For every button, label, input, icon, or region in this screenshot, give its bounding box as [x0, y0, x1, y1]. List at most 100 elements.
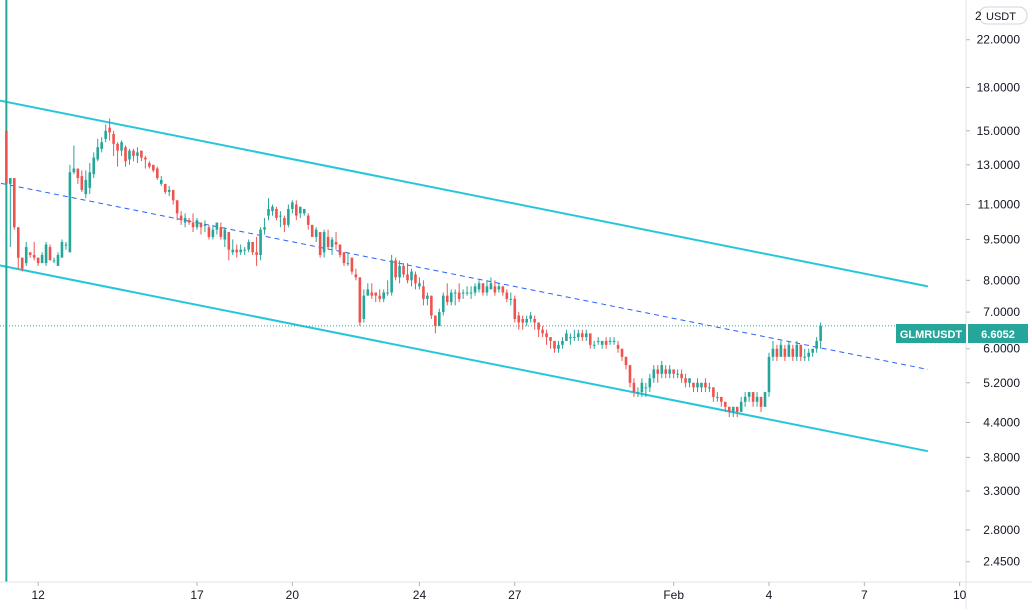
currency-badge-box[interactable]	[978, 6, 1028, 25]
candle-down	[493, 286, 497, 293]
symbol-label-box	[896, 324, 966, 343]
candle-down	[116, 143, 119, 151]
candle-down	[207, 227, 211, 237]
candle-up	[755, 396, 759, 402]
candle-down	[112, 134, 115, 144]
candle-up	[159, 179, 163, 184]
candle-down	[175, 200, 179, 214]
candle-up	[636, 392, 640, 394]
candle-down	[553, 340, 556, 349]
last-price-label: 6.6052	[981, 329, 1015, 341]
candle-down	[179, 215, 183, 221]
y-tick-label: 2.8000	[983, 523, 1020, 537]
candle-up	[382, 292, 385, 299]
candle-up	[259, 229, 262, 255]
y-tick-label: 11.0000	[978, 198, 1021, 212]
candle-down	[132, 150, 135, 156]
candle-down	[672, 369, 675, 374]
candle-down	[628, 365, 632, 383]
candle-down	[720, 396, 723, 402]
candle-down	[513, 298, 517, 319]
candle-down	[735, 406, 739, 412]
candle-down	[616, 344, 620, 349]
candle-down	[306, 215, 310, 225]
candle-up	[469, 292, 473, 294]
candle-down	[370, 292, 374, 296]
candle-down	[604, 340, 608, 345]
candle-down	[549, 337, 552, 341]
y-tick-label: 5.2000	[983, 376, 1020, 390]
candle-up	[592, 344, 596, 346]
candle-down	[235, 249, 239, 253]
candle-up	[700, 382, 703, 388]
candle-down	[227, 232, 231, 250]
candle-up	[565, 333, 568, 341]
candle-down	[545, 333, 548, 338]
x-tick-label: 12	[31, 588, 45, 602]
candle-up	[366, 289, 370, 296]
y-tick-label: 7.0000	[983, 305, 1020, 319]
candles	[5, 0, 822, 582]
candle-down	[48, 247, 52, 261]
candle-down	[342, 252, 346, 264]
candle-up	[52, 260, 56, 262]
candle-up	[747, 392, 751, 397]
last-price-box	[968, 324, 1028, 343]
candle-up	[167, 189, 171, 192]
candle-up	[668, 369, 671, 374]
candle-down	[310, 224, 314, 237]
candle-down	[140, 150, 143, 158]
candle-up	[465, 292, 469, 294]
x-tick-label: 7	[861, 588, 868, 602]
candle-down	[537, 322, 540, 330]
symbol-label: GLMRUSDT	[900, 329, 963, 341]
candle-up	[767, 356, 771, 393]
candle-down	[378, 295, 382, 299]
candle-up	[56, 254, 60, 266]
candle-down	[295, 204, 298, 216]
candle-down	[799, 344, 803, 357]
candle-up	[68, 172, 72, 253]
candle-up	[787, 344, 791, 357]
badges: USDT 2 GLMRUSDT 6.6052	[896, 6, 1028, 343]
candle-down	[481, 283, 485, 293]
candle-up	[24, 247, 28, 264]
candle-up	[477, 283, 481, 290]
candle-down	[251, 241, 254, 253]
candle-up	[84, 179, 88, 195]
candle-down	[358, 277, 362, 323]
candle-down	[588, 333, 592, 345]
candle-up	[529, 315, 532, 319]
candle-up	[708, 387, 711, 389]
candle-up	[247, 241, 250, 250]
candle-down	[704, 382, 707, 388]
candle-down	[199, 222, 203, 228]
candle-down	[727, 406, 731, 412]
candle-up	[390, 260, 393, 293]
candle-down	[219, 227, 223, 237]
candle-up	[40, 254, 44, 264]
candle-down	[124, 147, 127, 162]
candle-down	[759, 396, 763, 407]
candle-down	[505, 292, 509, 299]
candle-up	[195, 220, 199, 228]
candle-down	[171, 189, 175, 201]
candle-up	[525, 318, 528, 323]
candle-down	[350, 257, 354, 272]
candle-down	[422, 286, 425, 299]
candle-up	[243, 249, 246, 251]
candle-up	[644, 387, 648, 389]
y-tick-label: 2.4500	[983, 555, 1020, 569]
y-tick-label: 22.0000	[977, 33, 1021, 47]
candle-up	[263, 227, 266, 230]
candle-down	[144, 157, 147, 160]
candle-down	[76, 168, 80, 179]
candle-down	[541, 329, 544, 334]
candle-down	[16, 227, 20, 258]
candle-up	[346, 263, 350, 265]
candle-down	[457, 292, 461, 299]
channel-mid-line	[0, 182, 928, 370]
candle-up	[771, 348, 775, 357]
candle-up	[648, 378, 652, 388]
